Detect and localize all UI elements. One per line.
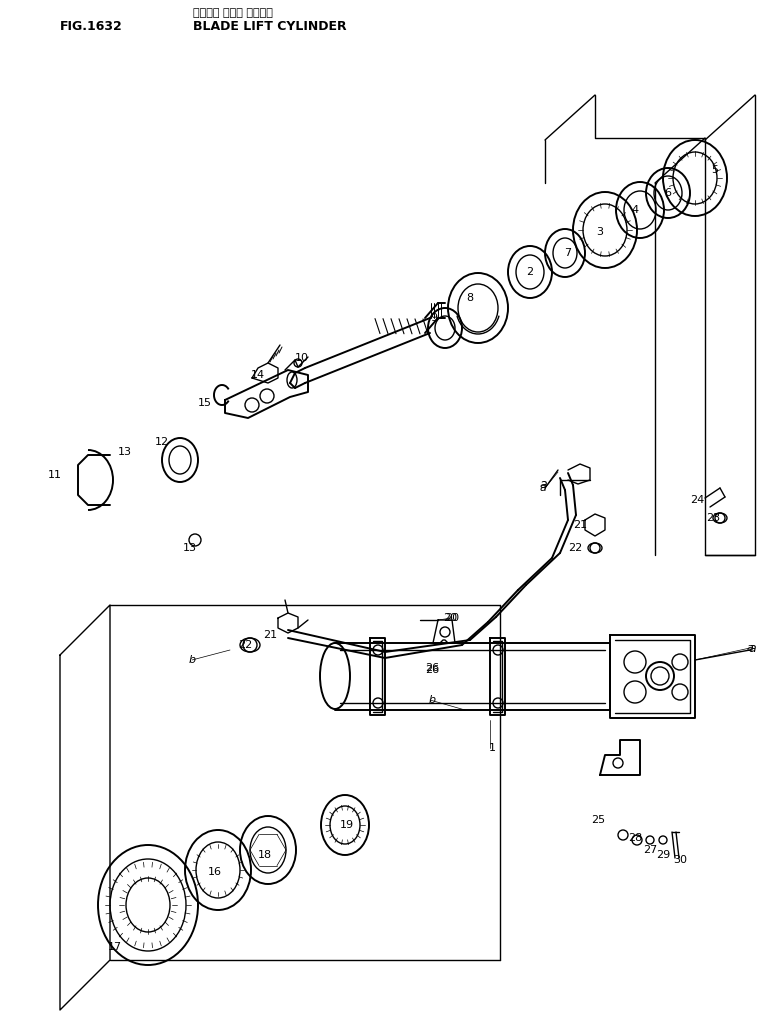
Text: 22: 22 xyxy=(238,640,252,650)
Text: 7: 7 xyxy=(564,248,572,258)
Text: FIG.1632: FIG.1632 xyxy=(60,20,123,34)
Text: 5: 5 xyxy=(712,165,718,175)
Text: 11: 11 xyxy=(48,470,62,480)
Text: 24: 24 xyxy=(690,495,704,505)
Text: 20: 20 xyxy=(445,613,459,623)
Text: b: b xyxy=(188,655,195,665)
Text: 17: 17 xyxy=(108,942,122,952)
Text: 1: 1 xyxy=(488,743,495,753)
Text: ブレード リフト シリンダ: ブレード リフト シリンダ xyxy=(193,8,273,18)
Text: 13: 13 xyxy=(183,543,197,553)
Text: 3: 3 xyxy=(597,227,604,237)
Text: 2: 2 xyxy=(526,268,534,277)
Text: 22: 22 xyxy=(568,543,583,553)
Text: 19: 19 xyxy=(340,820,354,830)
Text: 20: 20 xyxy=(443,613,457,623)
Text: 10: 10 xyxy=(295,353,309,363)
Text: 16: 16 xyxy=(208,867,222,877)
Text: b: b xyxy=(428,695,436,704)
Text: a: a xyxy=(746,643,753,653)
Text: 8: 8 xyxy=(466,293,474,303)
Text: 25: 25 xyxy=(591,815,605,825)
Text: 9: 9 xyxy=(430,313,437,323)
Text: 27: 27 xyxy=(643,845,657,855)
Text: 6: 6 xyxy=(665,188,672,198)
Text: 18: 18 xyxy=(258,850,272,860)
Text: 23: 23 xyxy=(706,513,720,523)
Text: 21: 21 xyxy=(263,630,277,640)
Text: 26: 26 xyxy=(425,663,439,673)
Text: a: a xyxy=(539,479,546,491)
Text: BLADE LIFT CYLINDER: BLADE LIFT CYLINDER xyxy=(193,20,347,34)
Text: 29: 29 xyxy=(656,850,670,860)
Text: 4: 4 xyxy=(631,205,638,215)
Text: 13: 13 xyxy=(118,447,132,457)
Text: 12: 12 xyxy=(155,437,169,447)
Text: 26: 26 xyxy=(425,665,439,675)
Text: 28: 28 xyxy=(628,833,642,843)
Text: 21: 21 xyxy=(573,520,587,530)
Text: 15: 15 xyxy=(198,398,212,408)
Text: 14: 14 xyxy=(251,370,265,380)
Text: 30: 30 xyxy=(673,855,687,865)
Text: a: a xyxy=(748,641,756,654)
Text: a: a xyxy=(539,483,546,493)
